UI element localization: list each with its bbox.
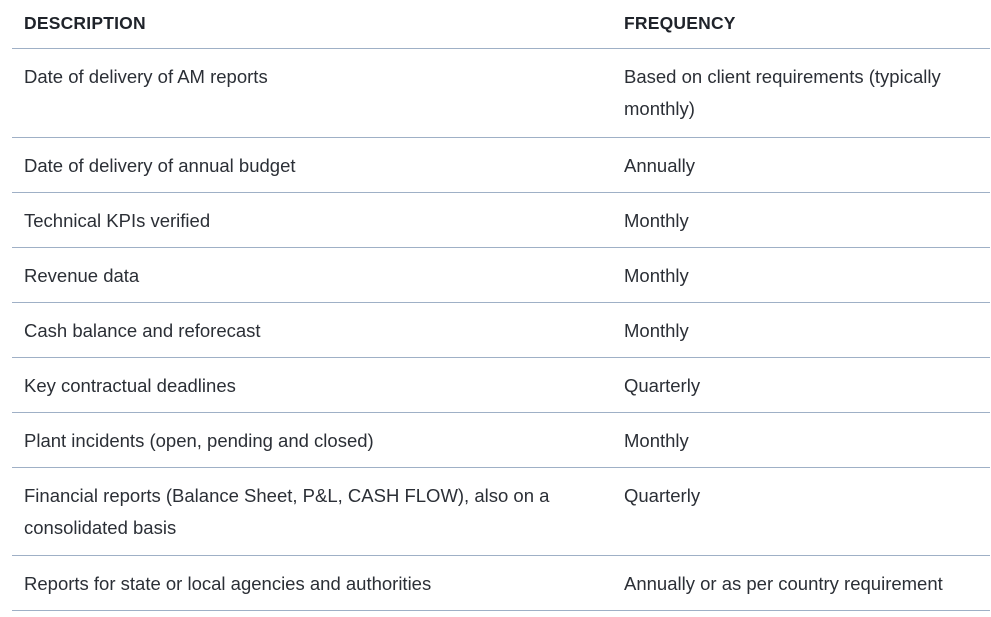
cell-description: Reports for state or local agencies and … bbox=[24, 573, 432, 594]
cell-frequency: Annually or as per country requirement bbox=[624, 573, 943, 594]
cell-description: Date of delivery of AM reports bbox=[24, 66, 268, 87]
cell-description: Technical KPIs verified bbox=[24, 210, 211, 231]
cell-description: Revenue data bbox=[24, 265, 140, 286]
header-description: DESCRIPTION bbox=[24, 13, 146, 33]
table-header: DESCRIPTION FREQUENCY bbox=[12, 0, 990, 49]
cell-description: Plant incidents (open, pending and close… bbox=[24, 430, 374, 451]
cell-frequency: Annually bbox=[624, 155, 695, 176]
cell-description: Cash balance and reforecast bbox=[24, 320, 261, 341]
table-row: Reports for state or local agencies and … bbox=[12, 556, 990, 611]
table-row: Revenue data Monthly bbox=[12, 248, 990, 303]
table-row: Financial reports (Balance Sheet, P&L, C… bbox=[12, 468, 990, 556]
cell-frequency: Monthly bbox=[624, 430, 689, 451]
cell-frequency: Monthly bbox=[624, 210, 689, 231]
table-row: Date of delivery of AM reports Based on … bbox=[12, 49, 990, 138]
cell-frequency: Monthly bbox=[624, 265, 689, 286]
cell-description: Date of delivery of annual budget bbox=[24, 155, 296, 176]
table-row: Date of delivery of annual budget Annual… bbox=[12, 138, 990, 193]
cell-frequency: Monthly bbox=[624, 320, 689, 341]
table-row: Key contractual deadlines Quarterly bbox=[12, 358, 990, 413]
table-row: Plant incidents (open, pending and close… bbox=[12, 413, 990, 468]
cell-description: Financial reports (Balance Sheet, P&L, C… bbox=[24, 485, 550, 538]
header-frequency: FREQUENCY bbox=[624, 13, 736, 33]
cell-frequency: Quarterly bbox=[624, 485, 701, 506]
table-row: Cash balance and reforecast Monthly bbox=[12, 303, 990, 358]
table-row: Technical KPIs verified Monthly bbox=[12, 193, 990, 248]
reporting-table: DESCRIPTION FREQUENCY Date of delivery o… bbox=[12, 0, 990, 611]
cell-description: Key contractual deadlines bbox=[24, 375, 236, 396]
cell-frequency: Quarterly bbox=[624, 375, 701, 396]
cell-frequency: Based on client requirements (typically … bbox=[624, 66, 941, 119]
